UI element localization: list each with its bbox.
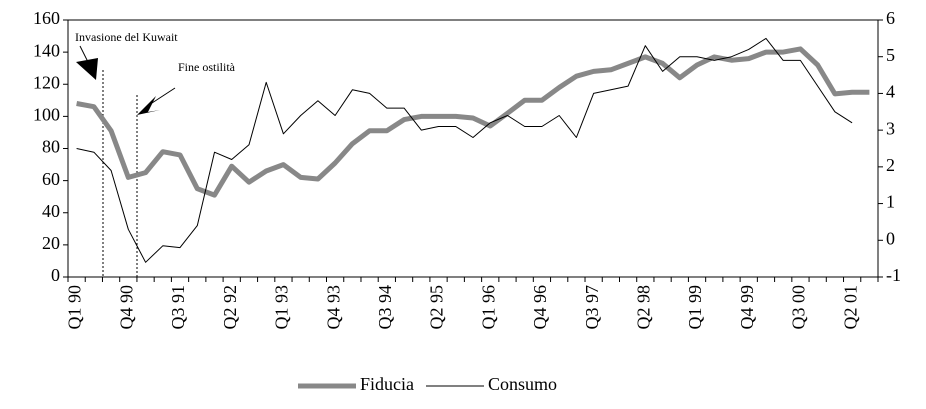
x-tick-label: Q2 92	[220, 285, 240, 330]
y2-tick-label: 3	[886, 118, 895, 138]
x-tick-label: Q2 95	[427, 285, 447, 330]
x-tick-label: Q3 94	[375, 285, 395, 330]
series-line	[76, 37, 853, 263]
x-tick-label: Q4 93	[323, 285, 343, 330]
y-tick-label: 120	[33, 72, 60, 92]
y2-tick-label: 2	[886, 155, 895, 175]
annotation: Fine ostilità	[178, 60, 236, 74]
x-tick-label: Q1 96	[478, 285, 498, 330]
y-tick-label: 80	[42, 137, 60, 157]
x-tick-label: Q3 97	[582, 285, 602, 330]
x-tick-label: Q4 96	[530, 285, 550, 330]
y-tick-label: 140	[33, 40, 60, 60]
x-tick-label: Q1 93	[272, 285, 292, 330]
annotation: Invasione del Kuwait	[75, 30, 178, 44]
y-tick-label: 0	[51, 265, 60, 285]
x-tick-label: Q2 01	[840, 285, 860, 330]
arrow-head	[137, 96, 160, 115]
y-tick-label: 100	[33, 105, 60, 125]
y2-tick-label: 0	[886, 228, 895, 248]
x-tick-label: Q1 90	[65, 285, 85, 330]
x-tick-label: Q3 00	[789, 285, 809, 330]
y2-tick-label: 5	[886, 45, 895, 65]
y-tick-label: 160	[33, 8, 60, 28]
legend-label: Consumo	[488, 374, 557, 394]
y2-tick-label: -1	[886, 265, 901, 285]
y2-tick-label: 4	[886, 82, 895, 102]
series-line	[76, 46, 870, 198]
y2-tick-label: 1	[886, 192, 895, 212]
y-tick-label: 60	[42, 169, 60, 189]
arrow-head	[76, 58, 98, 80]
y-tick-label: 40	[42, 201, 60, 221]
x-tick-label: Q1 99	[685, 285, 705, 330]
x-tick-label: Q4 90	[116, 285, 136, 330]
x-tick-label: Q2 98	[633, 285, 653, 330]
y-tick-label: 20	[42, 233, 60, 253]
x-tick-label: Q4 99	[737, 285, 757, 330]
y2-tick-label: 6	[886, 8, 895, 28]
arrow	[151, 87, 176, 104]
x-tick-label: Q3 91	[168, 285, 188, 330]
legend-label: Fiducia	[360, 374, 414, 394]
plot-frame	[67, 19, 879, 278]
